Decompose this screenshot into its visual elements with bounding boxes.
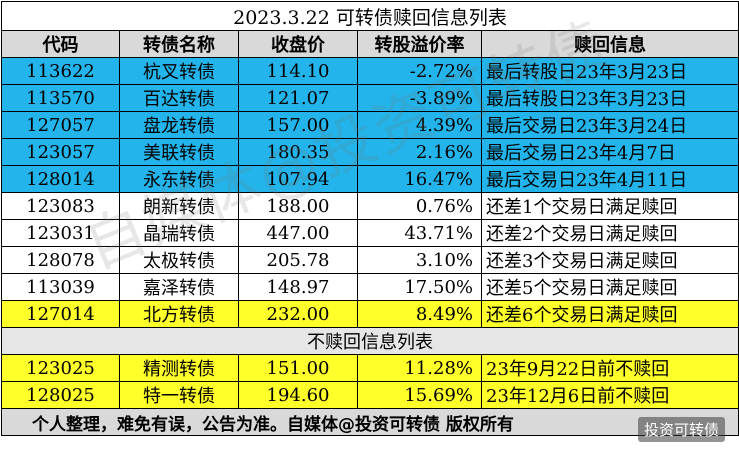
table-row: 113570 百达转债 121.07 -3.89% 最后转股日23年3月23日 bbox=[1, 84, 739, 112]
cell-name: 晶瑞转债 bbox=[119, 219, 239, 247]
cell-name: 美联转债 bbox=[119, 138, 239, 166]
table-row: 123057 美联转债 180.35 2.16% 最后交易日23年4月7日 bbox=[1, 138, 739, 166]
cell-price: 121.07 bbox=[238, 84, 358, 112]
cell-premium: 17.50% bbox=[357, 273, 482, 301]
table-row: 128025 特一转债 194.60 15.69% 23年12月6日前不赎回 bbox=[1, 381, 739, 409]
cell-premium: 4.39% bbox=[357, 111, 482, 139]
cell-premium: 11.28% bbox=[357, 354, 482, 382]
cell-code: 113570 bbox=[1, 84, 120, 112]
cell-info: 还差5个交易日满足赎回 bbox=[480, 273, 739, 301]
cell-name: 特一转债 bbox=[119, 381, 239, 409]
table-row: 127057 盘龙转债 157.00 4.39% 最后交易日23年3月24日 bbox=[1, 111, 739, 139]
cell-info: 还差1个交易日满足赎回 bbox=[480, 192, 739, 220]
cell-premium: 43.71% bbox=[357, 219, 482, 247]
cell-premium: 3.10% bbox=[357, 246, 482, 274]
cell-code: 128014 bbox=[1, 165, 120, 193]
cell-premium: -3.89% bbox=[357, 84, 482, 112]
table-title: 2023.3.22 可转债赎回信息列表 bbox=[0, 1, 739, 31]
cell-price: 151.00 bbox=[238, 354, 358, 382]
cell-name: 杭叉转债 bbox=[119, 57, 239, 85]
cell-info: 最后交易日23年3月24日 bbox=[480, 111, 739, 139]
cell-name: 太极转债 bbox=[119, 246, 239, 274]
cell-price: 188.00 bbox=[238, 192, 358, 220]
section-title-row: 不赎回信息列表 bbox=[0, 327, 739, 355]
cell-price: 157.00 bbox=[238, 111, 358, 139]
header-info: 赎回信息 bbox=[480, 30, 739, 58]
header-code: 代码 bbox=[1, 30, 120, 58]
cell-premium: 16.47% bbox=[357, 165, 482, 193]
cell-info: 最后交易日23年4月11日 bbox=[480, 165, 739, 193]
cell-code: 123025 bbox=[1, 354, 120, 382]
table-row: 123083 朗新转债 188.00 0.76% 还差1个交易日满足赎回 bbox=[1, 192, 739, 220]
cell-price: 180.35 bbox=[238, 138, 358, 166]
cell-name: 盘龙转债 bbox=[119, 111, 239, 139]
cell-premium: -2.72% bbox=[357, 57, 482, 85]
cell-price: 114.10 bbox=[238, 57, 358, 85]
cell-premium: 8.49% bbox=[357, 300, 482, 328]
cell-info: 还差6个交易日满足赎回 bbox=[480, 300, 739, 328]
cell-code: 128025 bbox=[1, 381, 120, 409]
cell-price: 148.97 bbox=[238, 273, 358, 301]
header-row: 代码 转债名称 收盘价 转股溢价率 赎回信息 bbox=[1, 30, 739, 58]
cell-premium: 15.69% bbox=[357, 381, 482, 409]
cell-code: 123031 bbox=[1, 219, 120, 247]
cell-price: 194.60 bbox=[238, 381, 358, 409]
cell-info: 还差3个交易日满足赎回 bbox=[480, 246, 739, 274]
cell-code: 123057 bbox=[1, 138, 120, 166]
cell-price: 205.78 bbox=[238, 246, 358, 274]
cell-price: 107.94 bbox=[238, 165, 358, 193]
cell-name: 百达转债 bbox=[119, 84, 239, 112]
cell-code: 123083 bbox=[1, 192, 120, 220]
cell-code: 127014 bbox=[1, 300, 120, 328]
table-row: 113039 嘉泽转债 148.97 17.50% 还差5个交易日满足赎回 bbox=[1, 273, 739, 301]
cell-name: 永东转债 bbox=[119, 165, 239, 193]
cell-info: 最后交易日23年4月7日 bbox=[480, 138, 739, 166]
cell-info: 最后转股日23年3月23日 bbox=[480, 57, 739, 85]
table-row: 128014 永东转债 107.94 16.47% 最后交易日23年4月11日 bbox=[1, 165, 739, 193]
cell-price: 447.00 bbox=[238, 219, 358, 247]
table-row: 113622 杭叉转债 114.10 -2.72% 最后转股日23年3月23日 bbox=[1, 57, 739, 85]
footer-note: 个人整理，难免有误，公告为准。自媒体@投资可转债 版权所有 bbox=[0, 408, 739, 436]
header-name: 转债名称 bbox=[119, 30, 239, 58]
section-title: 不赎回信息列表 bbox=[0, 327, 739, 355]
cell-code: 127057 bbox=[1, 111, 120, 139]
table-row: 123025 精测转债 151.00 11.28% 23年9月22日前不赎回 bbox=[1, 354, 739, 382]
cell-code: 113622 bbox=[1, 57, 120, 85]
table-title-row: 2023.3.22 可转债赎回信息列表 bbox=[0, 1, 739, 31]
table-row: 123031 晶瑞转债 447.00 43.71% 还差2个交易日满足赎回 bbox=[1, 219, 739, 247]
header-price: 收盘价 bbox=[238, 30, 358, 58]
cell-info: 还差2个交易日满足赎回 bbox=[480, 219, 739, 247]
source-badge: 投资可转债 bbox=[637, 417, 725, 442]
cell-code: 113039 bbox=[1, 273, 120, 301]
cell-name: 朗新转债 bbox=[119, 192, 239, 220]
cell-premium: 2.16% bbox=[357, 138, 482, 166]
redemption-table: 2023.3.22 可转债赎回信息列表 代码 转债名称 收盘价 转股溢价率 赎回… bbox=[0, 1, 739, 436]
table-row: 128078 太极转债 205.78 3.10% 还差3个交易日满足赎回 bbox=[1, 246, 739, 274]
header-premium: 转股溢价率 bbox=[357, 30, 482, 58]
cell-info: 最后转股日23年3月23日 bbox=[480, 84, 739, 112]
cell-name: 北方转债 bbox=[119, 300, 239, 328]
cell-premium: 0.76% bbox=[357, 192, 482, 220]
cell-info: 23年9月22日前不赎回 bbox=[480, 354, 739, 382]
cell-info: 23年12月6日前不赎回 bbox=[480, 381, 739, 409]
table-row: 127014 北方转债 232.00 8.49% 还差6个交易日满足赎回 bbox=[1, 300, 739, 328]
footer-row: 个人整理，难免有误，公告为准。自媒体@投资可转债 版权所有 bbox=[0, 408, 739, 436]
cell-code: 128078 bbox=[1, 246, 120, 274]
cell-name: 嘉泽转债 bbox=[119, 273, 239, 301]
cell-price: 232.00 bbox=[238, 300, 358, 328]
cell-name: 精测转债 bbox=[119, 354, 239, 382]
